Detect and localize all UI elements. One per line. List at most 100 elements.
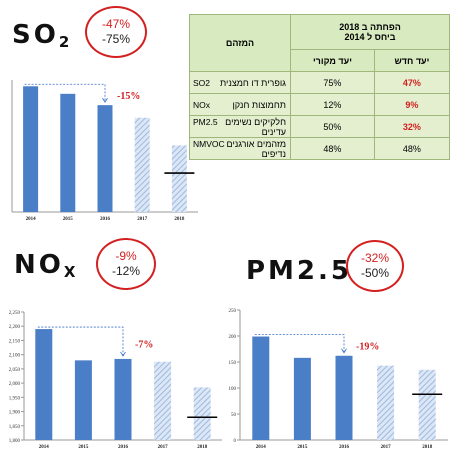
x-tick-label: 2016: [339, 445, 350, 450]
table-cell-orig-target: 75%: [290, 71, 375, 94]
projected-bar: [377, 365, 395, 440]
nox-title: NOX: [14, 250, 76, 281]
projected-bar: [154, 361, 172, 440]
y-tick-label: 2,150: [9, 339, 21, 344]
table-header-new: יעד חדש: [373, 49, 450, 72]
x-tick-label: 2016: [118, 445, 129, 450]
y-tick-label: 2,000: [9, 382, 21, 387]
change-annotation: -7%: [135, 340, 153, 351]
x-tick-label: 2018: [197, 445, 208, 450]
y-tick-label: 50: [231, 413, 237, 418]
table-row: 9% 12% NOx תחמוצות חנקן: [189, 93, 450, 116]
x-tick-label: 2017: [137, 217, 148, 222]
y-tick-label: 1,800: [9, 439, 21, 444]
table-cell-pollutant: PM2.5 חלקיקים נשימים עדינים: [189, 115, 291, 138]
pollutant-name: חלקיקים נשימים עדינים: [225, 116, 286, 137]
bar: [23, 86, 39, 212]
table-cell-pollutant: NMVOC מזהמים אורגנים נדיפים: [189, 137, 291, 160]
bar: [252, 336, 270, 440]
pollutant-chem-symbol: NOx: [193, 99, 210, 110]
so2-title-main: SO: [12, 20, 59, 50]
bar: [60, 93, 76, 212]
y-tick-label: 2,050: [9, 368, 21, 373]
y-tick-label: 2,250: [9, 311, 21, 316]
bar: [35, 329, 53, 440]
pm-ring-new: -32%: [360, 251, 389, 265]
nox-bar-chart: 1,800 1,850 1,900 1,950 2,000 2,050 2,100 2,150…: [9, 311, 222, 450]
so2-bar-chart: 2014 2015 2016 2017 2018 -15%: [11, 80, 198, 222]
so2-ring-new: -47%: [101, 17, 130, 31]
comparison-arrow: [254, 334, 345, 353]
comparison-arrow: [24, 83, 106, 103]
nox-title-sub: X: [63, 263, 76, 281]
comparison-arrow-head: [120, 351, 126, 357]
table-cell-new-target: 47%: [373, 71, 450, 94]
table-cell-pollutant: SO2 גופרית דו חמצנית: [189, 71, 291, 94]
x-tick-label: 2015: [297, 445, 308, 450]
x-tick-label: 2017: [158, 445, 169, 450]
pollutant-chem-symbol: SO2: [193, 77, 211, 88]
table-row: 47% 75% SO2 גופרית דו חמצנית: [189, 71, 450, 94]
pm-title-main: PM2.5: [246, 256, 352, 286]
x-tick-label: 2018: [422, 445, 433, 450]
table-cell-pollutant: NOx תחמוצות חנקן: [189, 93, 291, 116]
x-tick-label: 2014: [39, 445, 50, 450]
table-row: 32% 50% PM2.5 חלקיקים נשימים עדינים: [189, 115, 450, 138]
y-tick-label: 2,200: [9, 325, 21, 330]
so2-title: SO2: [12, 20, 70, 51]
y-tick-label: 2,100: [9, 354, 21, 359]
y-tick-label: 1,900: [9, 411, 21, 416]
comparison-arrow-head: [102, 97, 108, 103]
pollutant-name: גופרית דו חמצנית: [219, 77, 286, 88]
bar: [293, 357, 311, 440]
nox-title-main: NO: [14, 250, 64, 280]
table-cell-orig-target: 50%: [290, 115, 375, 138]
bar: [97, 105, 113, 212]
x-tick-label: 2017: [381, 445, 392, 450]
x-tick-label: 2014: [26, 217, 37, 222]
comparison-arrow: [37, 326, 124, 356]
table-cell-new-target: 9%: [373, 93, 450, 116]
comparison-arrow-head: [341, 348, 347, 354]
pollutant-name: מזהמים אורגנים נדיפים: [226, 138, 286, 159]
projected-bar: [193, 387, 211, 440]
so2-title-sub: 2: [58, 33, 70, 51]
so2-reduction-ring: -47% -75%: [85, 6, 147, 58]
pollutant-name: תחמוצות חנקן: [232, 99, 286, 110]
table-header-orig: יעד מקורי: [290, 49, 375, 72]
x-tick-label: 2015: [78, 445, 89, 450]
y-tick-label: 0: [234, 439, 237, 444]
projected-bar: [134, 117, 150, 212]
y-tick-label: 250: [229, 309, 237, 314]
so2-ring-orig: -75%: [101, 32, 130, 46]
pm-ring-orig: -50%: [360, 266, 389, 280]
change-annotation: -19%: [356, 342, 379, 353]
table-cell-orig-target: 48%: [290, 137, 375, 160]
table-header-pollutant: המזהם: [189, 14, 291, 72]
x-tick-label: 2018: [174, 217, 185, 222]
x-tick-label: 2014: [256, 445, 266, 450]
y-tick-label: 100: [229, 387, 237, 392]
table-row: 48% 48% NMVOC מזהמים אורגנים נדיפים: [189, 137, 450, 160]
x-tick-label: 2016: [100, 217, 111, 222]
nox-ring-orig: -12%: [111, 264, 140, 278]
nox-reduction-ring: -9% -12%: [96, 238, 156, 290]
pollutant-chem-symbol: NMVOC: [193, 138, 225, 149]
change-annotation: -15%: [117, 91, 140, 102]
y-tick-label: 200: [229, 335, 237, 340]
y-tick-label: 150: [229, 361, 237, 366]
table-cell-new-target: 32%: [373, 115, 450, 138]
bar: [74, 360, 92, 440]
pm-title: PM2.5: [246, 256, 352, 286]
projected-bar: [418, 369, 436, 440]
y-tick-label: 1,950: [9, 396, 21, 401]
bar: [335, 355, 353, 440]
pm-bar-chart: 0 50 100 150 200 250 2014 2015 2016 2017 2018 -19%: [229, 309, 448, 450]
x-tick-label: 2015: [63, 217, 74, 222]
pollutant-chem-symbol: PM2.5: [193, 116, 218, 127]
bar: [114, 358, 132, 440]
reduction-table: הפחתה ב 2018 ביחס ל 2014 המזהם יעד חדש י…: [189, 14, 450, 160]
table-header-main: הפחתה ב 2018 ביחס ל 2014: [290, 14, 450, 50]
y-tick-label: 1,850: [9, 425, 21, 430]
pm-reduction-ring: -32% -50%: [346, 240, 404, 292]
